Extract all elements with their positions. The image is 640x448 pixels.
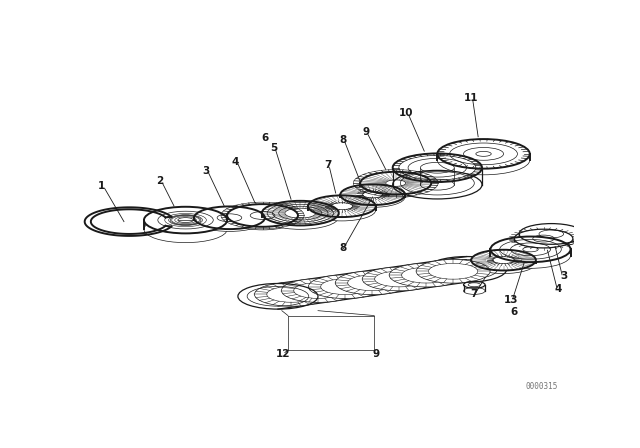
Ellipse shape: [515, 232, 573, 250]
Text: 8: 8: [340, 135, 347, 145]
Text: 6: 6: [511, 307, 518, 318]
Text: 11: 11: [464, 93, 479, 103]
Ellipse shape: [308, 275, 382, 298]
Text: 9: 9: [363, 127, 370, 137]
Ellipse shape: [360, 172, 431, 194]
Text: 12: 12: [275, 349, 290, 359]
Text: 2: 2: [157, 176, 164, 186]
Text: 1: 1: [98, 181, 105, 191]
Ellipse shape: [194, 207, 265, 229]
Ellipse shape: [262, 201, 339, 225]
Text: 10: 10: [399, 108, 414, 118]
Text: 9: 9: [372, 349, 380, 359]
Ellipse shape: [362, 267, 436, 291]
Ellipse shape: [437, 145, 530, 175]
Ellipse shape: [194, 209, 265, 232]
Ellipse shape: [519, 226, 584, 246]
Ellipse shape: [262, 205, 339, 229]
Ellipse shape: [471, 253, 536, 274]
Ellipse shape: [144, 207, 227, 233]
Ellipse shape: [519, 224, 584, 244]
Text: 3: 3: [203, 166, 210, 176]
Ellipse shape: [340, 187, 405, 207]
Ellipse shape: [490, 243, 570, 268]
Ellipse shape: [490, 237, 570, 262]
Ellipse shape: [308, 199, 376, 221]
Text: 7: 7: [470, 289, 478, 299]
Text: 8: 8: [340, 243, 347, 253]
Ellipse shape: [360, 175, 431, 198]
Ellipse shape: [282, 279, 355, 302]
Ellipse shape: [255, 283, 328, 306]
Ellipse shape: [515, 229, 573, 248]
Ellipse shape: [227, 204, 298, 227]
Ellipse shape: [340, 184, 405, 205]
Ellipse shape: [227, 207, 298, 230]
Text: 4: 4: [232, 156, 239, 167]
Text: 13: 13: [504, 295, 518, 305]
Ellipse shape: [437, 139, 530, 168]
Text: 3: 3: [560, 271, 567, 281]
Text: 4: 4: [554, 284, 562, 293]
Ellipse shape: [389, 263, 463, 287]
Ellipse shape: [471, 250, 536, 271]
Ellipse shape: [144, 216, 227, 243]
Ellipse shape: [335, 271, 409, 295]
Ellipse shape: [416, 259, 490, 283]
Text: 0000315: 0000315: [525, 382, 557, 391]
Ellipse shape: [393, 170, 482, 199]
Text: 5: 5: [269, 143, 277, 153]
Ellipse shape: [308, 195, 376, 217]
Text: 6: 6: [261, 134, 269, 143]
Text: 7: 7: [324, 160, 332, 170]
